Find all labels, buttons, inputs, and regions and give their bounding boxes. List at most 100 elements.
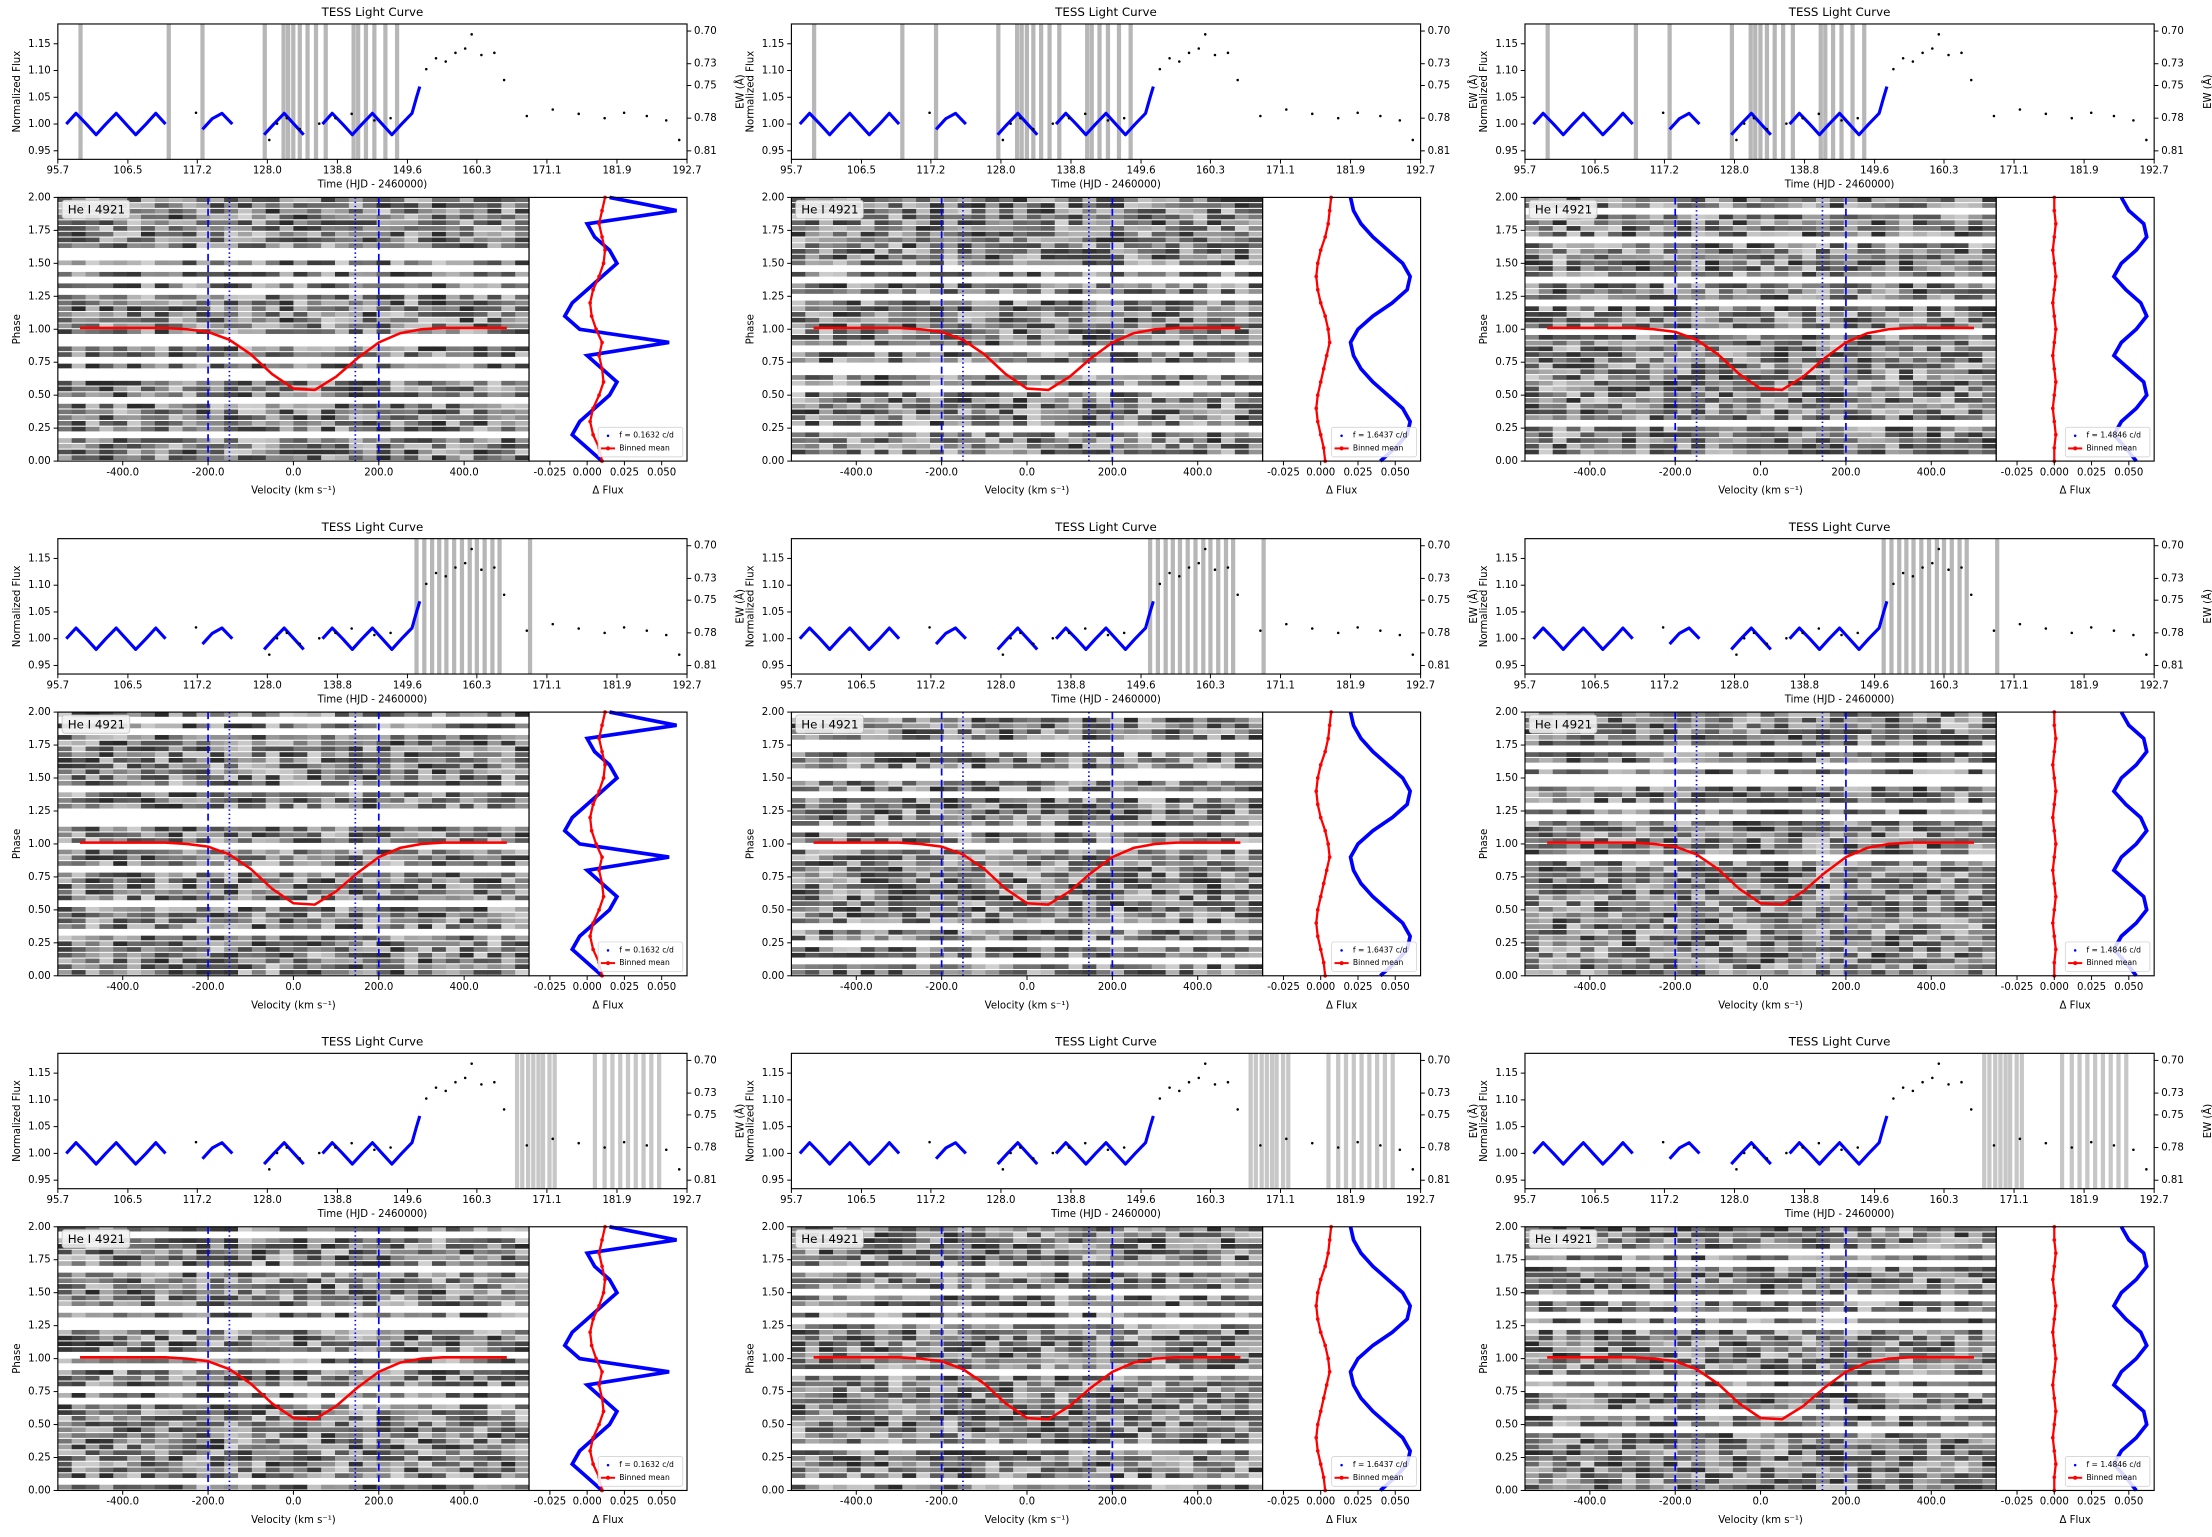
spectrum-cell (1539, 289, 1553, 294)
spectrum-cell (1774, 335, 1788, 340)
spectrum-cell (501, 798, 515, 803)
spectrum-cell (1124, 260, 1138, 265)
spectrum-cell (169, 410, 183, 415)
y2-tick-label: 0.73 (694, 573, 717, 584)
spectrum-cell (363, 364, 377, 369)
spectrum-cell (293, 855, 307, 860)
spectrum-cell (1677, 318, 1691, 323)
spectrum-cell (321, 232, 335, 237)
spectrum-cell (1788, 318, 1802, 323)
spectrum-cell (1124, 341, 1138, 346)
spectrum-cell (183, 792, 197, 797)
spectrum-cell (1885, 444, 1899, 449)
spectrum-cell (515, 792, 529, 797)
spectrum-cell (791, 438, 805, 443)
spectrum-cell (363, 798, 377, 803)
spectrum-cell (1594, 226, 1608, 231)
spectrum-cell (266, 444, 280, 449)
spectrum-cell (363, 746, 377, 751)
spectrum-cell (293, 735, 307, 740)
spectrum-cell (390, 827, 404, 832)
spectrum-cell (1622, 346, 1636, 351)
spectrum-cell (363, 260, 377, 265)
spectrum-cell (916, 438, 930, 443)
spectrum-cell (1041, 260, 1055, 265)
spectrum-cell (501, 455, 515, 460)
spectrum-cell (902, 335, 916, 340)
spectrum-cell (335, 450, 349, 455)
spectrum-cell (501, 283, 515, 288)
spectrum-cell (474, 798, 488, 803)
spectrum-cell (1249, 438, 1263, 443)
spectrum-cell (1580, 249, 1594, 254)
spectrum-cell (280, 324, 294, 329)
spectrum-cell (210, 758, 224, 763)
spectrum-cell (1927, 404, 1941, 409)
spectrum-cell (1580, 335, 1594, 340)
spectrum-cell (1055, 335, 1069, 340)
spectrum-cell (224, 746, 238, 751)
spectrum-cell (183, 306, 197, 311)
spectrum-cell (944, 444, 958, 449)
spectrum-cell (819, 341, 833, 346)
spectrum-cell (1761, 220, 1775, 225)
spectrum-cell (266, 329, 280, 334)
spectrum-cell (169, 798, 183, 803)
spectrum-cell (390, 272, 404, 277)
spectrum-cell (1941, 381, 1955, 386)
spectrum-cell (1622, 415, 1636, 420)
spectrum-cell (113, 855, 127, 860)
spectrum-cell (805, 432, 819, 437)
y-tick-label: 1.10 (762, 66, 785, 77)
spectrum-cell (1830, 283, 1844, 288)
spectrum-cell (1166, 238, 1180, 243)
spectrum-cell (1719, 369, 1733, 374)
spectrum-cell (1539, 335, 1553, 340)
spectrum-cell (1677, 260, 1691, 265)
ew-point (1259, 115, 1262, 118)
spectrum-cell (1636, 255, 1650, 260)
spectrum-cell (460, 769, 474, 774)
ew-point (444, 60, 447, 63)
spectrum-cell (1207, 341, 1221, 346)
spectrum-cell (819, 438, 833, 443)
ew-point (389, 632, 392, 635)
spectrum-cell (432, 220, 446, 225)
spectrum-cell (1525, 312, 1539, 317)
spectrum-cell (99, 364, 113, 369)
spectrum-cell (1747, 341, 1761, 346)
spectrum-cell (805, 415, 819, 420)
y-tick-label: 1.05 (762, 92, 785, 103)
spectrum-cell (1636, 226, 1650, 231)
spectrum-cell (266, 781, 280, 786)
spectrum-cell (1899, 335, 1913, 340)
spectrum-cell (1691, 444, 1705, 449)
spectrum-cell (1747, 335, 1761, 340)
spectrum-cell (127, 792, 141, 797)
spectrum-cell (1525, 249, 1539, 254)
spectrum-cell (266, 232, 280, 237)
x-tick-label: 181.9 (2070, 166, 2099, 177)
spectrum-cell (113, 238, 127, 243)
spectrum-cell (86, 318, 100, 323)
spectrum-cell (791, 432, 805, 437)
spectrum-cell (1705, 283, 1719, 288)
spectrum-cell (501, 752, 515, 757)
spectrum-cell (1830, 220, 1844, 225)
spectrum-cell (169, 226, 183, 231)
spectrum-cell (1871, 427, 1885, 432)
legend-marker (1340, 434, 1343, 437)
spectrum-cell (985, 318, 999, 323)
spectrum-cell (902, 220, 916, 225)
spectrum-cell (916, 209, 930, 214)
spectrum-cell (1788, 358, 1802, 363)
spectrum-cell (169, 381, 183, 386)
spectrum-cell (1235, 215, 1249, 220)
spectrum-cell (1567, 243, 1581, 248)
spectrum-cell (501, 215, 515, 220)
spectrum-cell (1138, 283, 1152, 288)
spectrum-cell (791, 335, 805, 340)
spectrum-cell (1955, 249, 1969, 254)
spectrum-cell (418, 792, 432, 797)
spectrum-cell (1166, 289, 1180, 294)
